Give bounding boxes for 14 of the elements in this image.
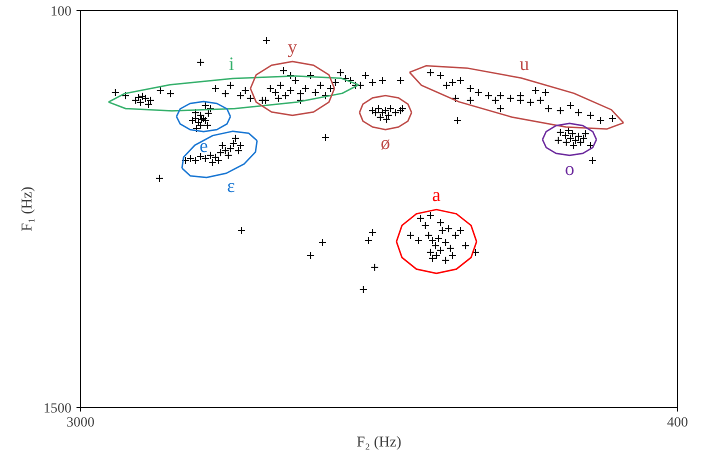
y-tick-label: 1500 (44, 402, 72, 416)
x-tick-label: 3000 (66, 416, 94, 430)
series-label: a (432, 185, 442, 206)
series-label: o (564, 158, 574, 180)
y-axis-title: F₁ (Hz) (20, 186, 36, 232)
x-tick-label: 400 (667, 416, 688, 430)
series-label: i (228, 54, 234, 76)
series-label: e (199, 136, 208, 158)
series-label: ø (380, 133, 390, 154)
series-label: y (288, 37, 298, 58)
series-label: u (520, 54, 530, 75)
y-tick-label: 100 (50, 4, 72, 20)
x-axis-title: F₂ (Hz) (356, 434, 402, 450)
series-label: ε (227, 176, 236, 197)
